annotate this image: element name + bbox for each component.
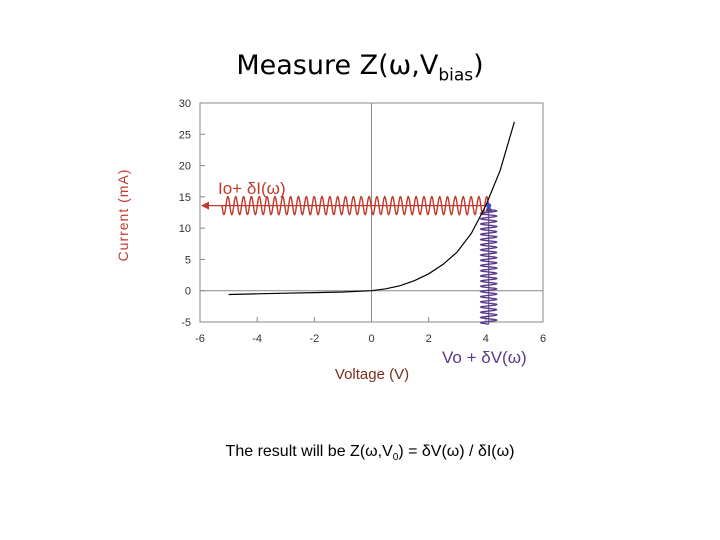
y-tick-label: 5 bbox=[185, 254, 191, 266]
bias-point bbox=[486, 203, 492, 209]
iv-curve bbox=[228, 121, 515, 296]
y-tick-label: -5 bbox=[181, 317, 191, 329]
y-axis-label: Current (mA) bbox=[115, 169, 131, 262]
x-tick-label: -6 bbox=[195, 333, 205, 345]
x-tick-label: 6 bbox=[540, 333, 546, 345]
current-arrow-head bbox=[201, 201, 209, 210]
slide-title: Measure Z(ω,Vbias) bbox=[236, 50, 484, 86]
x-tick-label: 0 bbox=[368, 333, 374, 345]
x-tick-label: 4 bbox=[483, 333, 489, 345]
x-axis-label: Voltage (V) bbox=[335, 366, 409, 383]
current-annotation: Io+ δI(ω) bbox=[218, 179, 286, 198]
y-tick-label: 0 bbox=[185, 286, 191, 298]
y-tick-label: 25 bbox=[179, 129, 191, 141]
y-tick-label: 30 bbox=[179, 98, 191, 110]
x-tick-label: -2 bbox=[309, 333, 319, 345]
y-tick-label: 10 bbox=[179, 223, 191, 235]
y-tick-label: 15 bbox=[179, 192, 191, 204]
x-tick-label: 2 bbox=[426, 333, 432, 345]
result-formula: The result will be Z(ω,V0) = δV(ω) / δI(… bbox=[225, 443, 515, 464]
x-tick-label: -4 bbox=[252, 333, 262, 345]
y-tick-label: 20 bbox=[179, 161, 191, 173]
voltage-annotation: Vo + δV(ω) bbox=[442, 348, 527, 367]
